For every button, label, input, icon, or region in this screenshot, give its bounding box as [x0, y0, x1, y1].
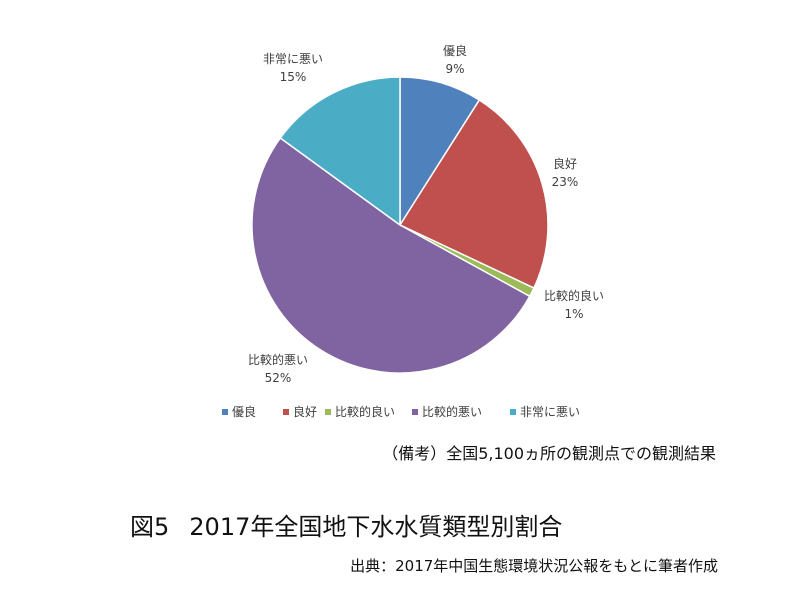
figure-title-text: 2017年全国地下水水質類型別割合 — [189, 513, 563, 541]
slice-labels: 優良 9% 良好 23% 比較的良い 1% 比較的悪い 52% 非常に悪い 15% — [248, 43, 604, 385]
source-credit: 出典：2017年中国生態環境状況公報をもとに筆者作成 — [350, 557, 718, 575]
slice-label-name-1: 優良 — [443, 43, 467, 58]
legend-swatch-5 — [510, 409, 516, 415]
slice-label-value-3: 1% — [564, 307, 583, 321]
legend-swatch-2 — [283, 409, 289, 415]
figure-number: 図5 — [130, 513, 170, 541]
legend-label-4: 比較的悪い — [422, 404, 482, 419]
pie-slice-4 — [251, 136, 531, 374]
slice-label-value-5: 15% — [280, 70, 307, 84]
figure-title: 図5 2017年全国地下水水質類型別割合 — [130, 507, 562, 542]
slice-label-value-1: 9% — [445, 62, 464, 76]
slice-label-name-4: 比較的悪い — [248, 352, 308, 367]
slice-label-name-2: 良好 — [553, 156, 577, 171]
legend-swatch-1 — [222, 409, 228, 415]
chart-legend: 優良 良好 比較的良い 比較的悪い 非常に悪い — [222, 404, 580, 419]
legend-swatch-4 — [412, 409, 418, 415]
slice-label-value-4: 52% — [265, 371, 292, 385]
chart-note: （備考）全国5,100ヵ所の観測点での観測結果 — [382, 444, 716, 463]
legend-swatch-3 — [325, 409, 331, 415]
slice-label-value-2: 23% — [552, 175, 579, 189]
pie-slice-5 — [279, 76, 401, 227]
legend-label-2: 良好 — [293, 404, 317, 419]
slice-label-name-5: 非常に悪い — [263, 52, 323, 66]
legend-label-1: 優良 — [232, 404, 256, 419]
pie-slice-1 — [399, 76, 481, 228]
legend-label-5: 非常に悪い — [520, 405, 580, 419]
pie-slices — [251, 76, 549, 374]
legend-label-3: 比較的良い — [335, 404, 395, 419]
slice-label-name-3: 比較的良い — [544, 288, 604, 303]
pie-slice-2 — [398, 99, 549, 290]
